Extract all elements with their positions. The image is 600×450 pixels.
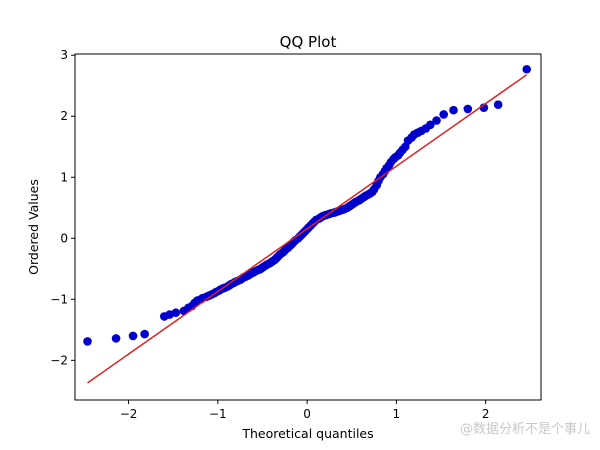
data-point bbox=[171, 308, 181, 318]
axes-frame bbox=[74, 53, 542, 401]
fit-line bbox=[87, 74, 528, 384]
x-tick-label: 2 bbox=[482, 407, 490, 421]
data-point bbox=[522, 64, 532, 74]
x-axis-label: Theoretical quantiles bbox=[241, 426, 373, 441]
watermark-text: @数据分析不是个事儿 bbox=[460, 422, 590, 437]
x-tick-label: −2 bbox=[120, 407, 138, 421]
y-tick-label: −2 bbox=[50, 353, 68, 367]
x-tick-label: 0 bbox=[303, 407, 311, 421]
data-point bbox=[426, 120, 435, 130]
y-tick-label: 3 bbox=[60, 48, 68, 62]
data-point bbox=[432, 116, 441, 125]
data-point bbox=[111, 334, 121, 343]
y-axis-label: Ordered Values bbox=[26, 179, 41, 275]
x-tick-label: −1 bbox=[209, 407, 227, 421]
data-point bbox=[449, 105, 458, 115]
y-tick-label: 1 bbox=[60, 170, 68, 184]
y-axis-ticks: −2 −1 0 1 2 3 bbox=[50, 48, 75, 367]
plot-area bbox=[83, 64, 532, 384]
data-point bbox=[493, 100, 503, 109]
x-tick-label: 1 bbox=[393, 407, 401, 421]
data-point bbox=[463, 104, 473, 114]
y-tick-label: 2 bbox=[60, 109, 68, 123]
data-point bbox=[128, 331, 138, 341]
data-point bbox=[140, 329, 149, 339]
data-point bbox=[439, 110, 448, 119]
data-point bbox=[83, 337, 92, 346]
y-tick-label: 0 bbox=[60, 231, 68, 245]
chart-title: QQ Plot bbox=[280, 33, 337, 51]
x-axis-ticks: −2 −1 0 1 2 bbox=[120, 400, 490, 421]
y-tick-label: −1 bbox=[50, 292, 68, 306]
